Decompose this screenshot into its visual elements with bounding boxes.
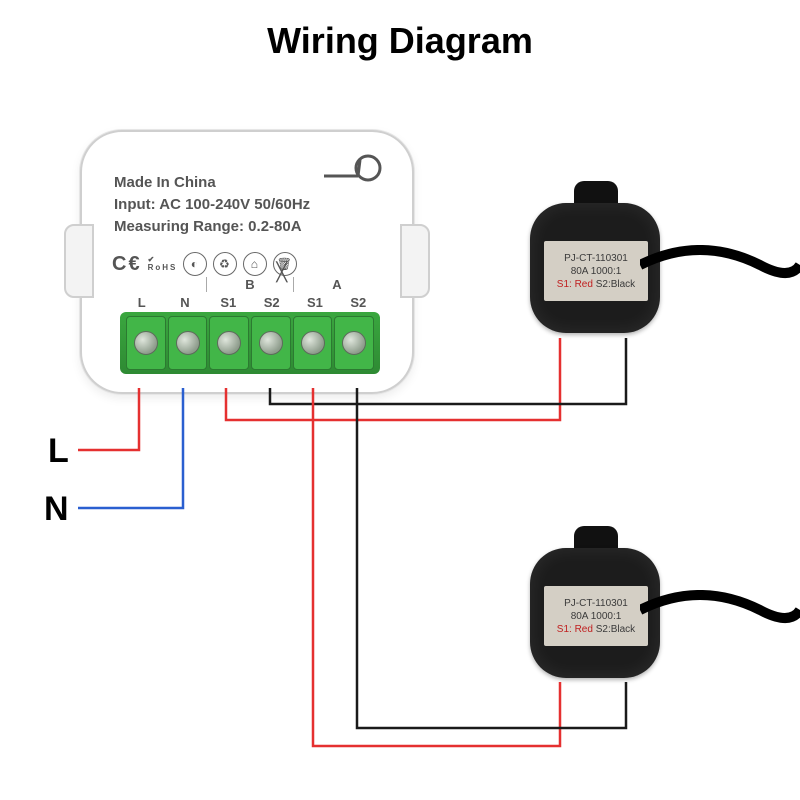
screw-terminal	[251, 316, 291, 370]
screw-terminal	[334, 316, 374, 370]
screw-terminal	[126, 316, 166, 370]
screw-terminal	[293, 316, 333, 370]
term-label: N	[163, 295, 206, 310]
ct-model: PJ-CT-110301	[548, 253, 644, 264]
terminal-block	[120, 312, 380, 374]
live-label: L	[48, 432, 69, 471]
term-label: L	[120, 295, 163, 310]
switch-symbol-icon	[322, 152, 382, 186]
ct-slabel: S1: Red S2:Black	[548, 624, 644, 635]
recycle2-icon: ♻	[213, 252, 237, 276]
ct-cable-icon	[640, 245, 800, 285]
term-label: S2	[250, 295, 293, 310]
screw-terminal	[168, 316, 208, 370]
indoor-icon: ⌂	[243, 252, 267, 276]
term-label: S1	[293, 295, 336, 310]
ct-label: PJ-CT-110301 80A 1000:1 S1: Red S2:Black	[544, 586, 648, 646]
wire-live	[78, 388, 139, 450]
terminal-labels: L N S1 S2 S1 S2	[120, 295, 380, 310]
weee-icon: 🗑╳	[273, 252, 297, 276]
spec-line-input: Input: AC 100-240V 50/60Hz	[114, 194, 310, 216]
term-label: S1	[207, 295, 250, 310]
ct-slabel: S1: Red S2:Black	[548, 279, 644, 290]
ct-clamp-a: PJ-CT-110301 80A 1000:1 S1: Red S2:Black	[530, 530, 740, 700]
module-mount-left	[64, 224, 94, 298]
spec-line-origin: Made In China	[114, 172, 310, 194]
recycle-icon: ◐	[183, 252, 207, 276]
module-mount-right	[400, 224, 430, 298]
energy-module: Made In China Input: AC 100-240V 50/60Hz…	[80, 130, 414, 394]
module-spec-text: Made In China Input: AC 100-240V 50/60Hz…	[114, 172, 310, 238]
ct-model: PJ-CT-110301	[548, 598, 644, 609]
ct-ratio: 80A 1000:1	[548, 611, 644, 622]
screw-terminal	[209, 316, 249, 370]
wire-neutral	[78, 388, 183, 508]
terminal-group-labels: B A	[120, 277, 380, 292]
ct-clamp-b: PJ-CT-110301 80A 1000:1 S1: Red S2:Black	[530, 185, 740, 355]
wire-a-s1-red	[313, 388, 560, 746]
page-title: Wiring Diagram	[0, 20, 800, 62]
neutral-label: N	[44, 490, 69, 529]
ct-ratio: 80A 1000:1	[548, 266, 644, 277]
spec-line-range: Measuring Range: 0.2-80A	[114, 216, 310, 238]
certification-icons: C€ ✔RoHS ◐ ♻ ⌂ 🗑╳	[112, 252, 297, 276]
group-b-label: B	[206, 277, 294, 292]
term-label: S2	[337, 295, 380, 310]
group-a-label: A	[294, 277, 380, 292]
ct-cable-icon	[640, 590, 800, 630]
ct-label: PJ-CT-110301 80A 1000:1 S1: Red S2:Black	[544, 241, 648, 301]
